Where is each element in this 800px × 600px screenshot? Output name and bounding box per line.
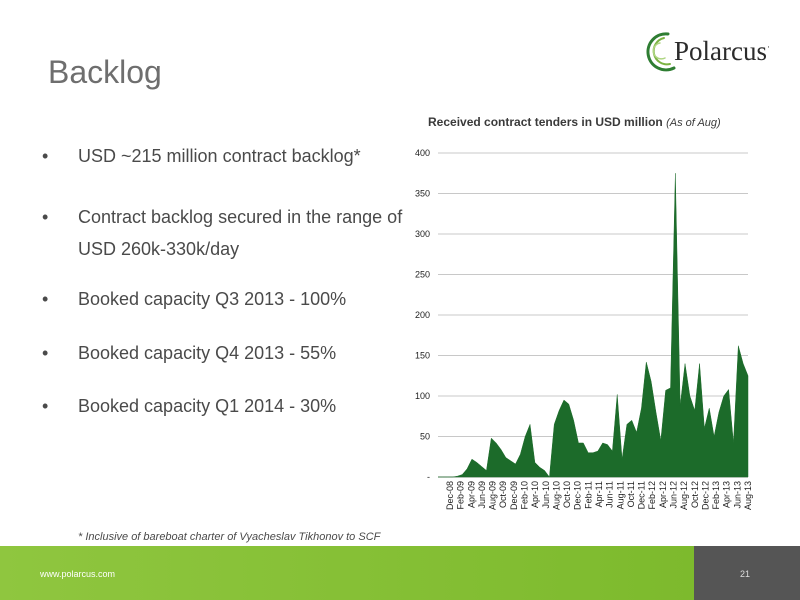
bullet-item: • Contract backlog secured in the range … [42, 201, 408, 265]
bullet-text: Booked capacity Q4 2013 - 55% [78, 343, 337, 363]
y-tick-label: 100 [415, 391, 430, 401]
bullet-text: USD ~215 million contract backlog* [78, 146, 361, 166]
x-tick-label: Feb-13 [711, 481, 721, 510]
bullet-item: • Booked capacity Q4 2013 - 55% [42, 337, 408, 369]
bullet-marker: • [42, 207, 49, 227]
x-tick-label: Dec-12 [700, 481, 710, 510]
x-tick-label: Feb-10 [520, 481, 530, 510]
x-tick-label: Aug-10 [551, 481, 561, 510]
x-tick-label: Oct-09 [498, 481, 508, 508]
x-tick-label: Dec-11 [637, 481, 647, 509]
x-tick-label: Dec-08 [445, 481, 455, 510]
x-tick-label: Jun-12 [669, 481, 679, 509]
chart-title-block: Received contract tenders in USD million… [428, 115, 758, 129]
footer-bar [0, 546, 694, 600]
bullet-item: • Booked capacity Q1 2014 - 30% [42, 390, 408, 422]
bullet-marker: • [42, 289, 49, 309]
bullet-item: • USD ~215 million contract backlog* [42, 140, 408, 172]
x-tick-label: Feb-12 [647, 481, 657, 510]
chart-subtitle: (As of Aug) [666, 117, 721, 129]
y-tick-label: 150 [415, 351, 430, 361]
series-area [438, 173, 749, 478]
bullet-text: Contract backlog secured in the range of… [78, 207, 403, 259]
x-tick-label: Feb-09 [456, 481, 466, 510]
x-tick-label: Jun-13 [732, 481, 742, 509]
x-tick-label: Apr-10 [530, 481, 540, 508]
x-tick-label: Aug-13 [743, 481, 753, 510]
bullet-marker: • [42, 146, 49, 166]
x-tick-label: Apr-12 [658, 481, 668, 508]
x-tick-label: Dec-09 [509, 481, 519, 510]
footnote: * Inclusive of bareboat charter of Vyach… [78, 531, 381, 543]
x-tick-label: Aug-09 [488, 481, 498, 510]
x-tick-label: Aug-11 [615, 481, 625, 509]
x-tick-label: Aug-12 [679, 481, 689, 510]
y-tick-label: - [427, 472, 430, 482]
x-tick-label: Oct-12 [690, 481, 700, 508]
y-tick-label: 250 [415, 270, 430, 280]
x-tick-label: Jun-11 [605, 481, 615, 508]
footer-url[interactable]: www.polarcus.com [40, 569, 116, 579]
x-tick-label: Apr-11 [594, 481, 604, 507]
x-tick-label: Jun-10 [541, 481, 551, 509]
x-tick-label: Oct-11 [626, 481, 636, 507]
logo-mark-icon [646, 32, 676, 72]
logo-dot: · [766, 42, 770, 52]
y-tick-label: 350 [415, 189, 430, 199]
slide-title: Backlog [48, 54, 162, 90]
x-tick-label: Oct-10 [562, 481, 572, 508]
logo-text: Polarcus [674, 36, 767, 66]
y-tick-label: 400 [415, 148, 430, 158]
bullet-item: • Booked capacity Q3 2013 - 100% [42, 283, 408, 315]
x-tick-label: Dec-10 [573, 481, 583, 510]
polarcus-logo [646, 32, 676, 72]
x-tick-label: Apr-13 [722, 481, 732, 508]
x-tick-label: Apr-09 [466, 481, 476, 508]
x-tick-label: Jun-09 [477, 481, 487, 509]
x-tick-label: Feb-11 [583, 481, 593, 509]
footer-page-box [694, 546, 800, 600]
y-tick-label: 300 [415, 229, 430, 239]
page-number: 21 [740, 569, 751, 579]
bullet-text: Booked capacity Q3 2013 - 100% [78, 289, 347, 309]
chart-title: Received contract tenders in USD million [428, 115, 663, 129]
bullet-marker: • [42, 343, 49, 363]
bullet-text: Booked capacity Q1 2014 - 30% [78, 396, 337, 416]
logo-wordmark: Polarcus· [674, 36, 770, 67]
y-tick-label: 50 [420, 432, 430, 442]
y-tick-label: 200 [415, 310, 430, 320]
bullet-marker: • [42, 396, 49, 416]
